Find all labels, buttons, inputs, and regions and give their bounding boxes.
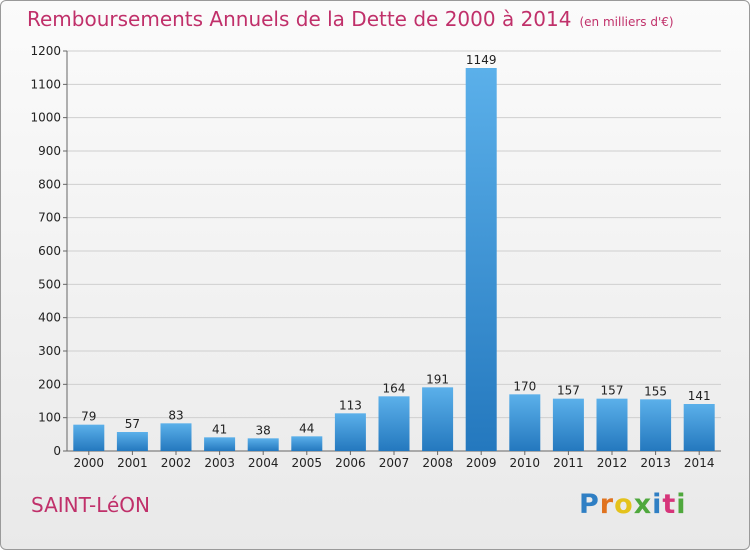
bar-2009: [465, 68, 497, 451]
x-tick-label: 2009: [466, 456, 497, 470]
x-tick-label: 2001: [117, 456, 148, 470]
bar-2002: [160, 423, 192, 451]
y-tick-label: 400: [38, 311, 61, 325]
x-tick-label: 2003: [204, 456, 235, 470]
y-tick-label: 800: [38, 177, 61, 191]
chart-title: Remboursements Annuels de la Dette de 20…: [27, 7, 674, 31]
y-tick-label: 1200: [30, 44, 61, 58]
bar-2006: [334, 413, 366, 451]
x-tick-label: 2002: [161, 456, 192, 470]
x-tick-label: 2006: [335, 456, 366, 470]
y-tick-label: 900: [38, 144, 61, 158]
bar-value-label: 57: [125, 417, 140, 431]
x-tick-label: 2013: [640, 456, 671, 470]
bar-value-label: 83: [168, 408, 183, 422]
y-tick-label: 1000: [30, 111, 61, 125]
x-tick-label: 2014: [684, 456, 715, 470]
bar-2003: [204, 437, 236, 451]
bar-2010: [509, 394, 541, 451]
bar-2008: [422, 387, 454, 451]
bar-2012: [596, 398, 628, 451]
bar-value-label: 191: [426, 372, 449, 386]
x-tick-label: 2012: [597, 456, 628, 470]
bar-2000: [73, 424, 105, 451]
y-tick-label: 1100: [30, 77, 61, 91]
bar-value-label: 164: [383, 381, 406, 395]
bar-2001: [116, 432, 148, 451]
bar-value-label: 141: [688, 389, 711, 403]
proxiti-logo: Proxiti: [579, 489, 687, 520]
bar-value-label: 38: [256, 423, 271, 437]
bar-2014: [683, 404, 715, 451]
bar-value-label: 79: [81, 410, 96, 424]
x-tick-label: 2008: [422, 456, 453, 470]
bar-value-label: 170: [513, 379, 536, 393]
bar-value-label: 44: [299, 421, 314, 435]
bar-2007: [378, 396, 410, 451]
y-tick-label: 300: [38, 344, 61, 358]
bar-2013: [640, 399, 672, 451]
bar-value-label: 1149: [466, 53, 497, 67]
y-tick-label: 0: [53, 444, 61, 458]
bar-2011: [552, 398, 584, 451]
bar-value-label: 157: [557, 384, 580, 398]
x-tick-label: 2011: [553, 456, 584, 470]
y-tick-label: 200: [38, 377, 61, 391]
x-tick-label: 2000: [74, 456, 105, 470]
bar-value-label: 157: [601, 384, 624, 398]
x-tick-label: 2007: [379, 456, 410, 470]
x-tick-label: 2005: [292, 456, 323, 470]
chart-unit-label: (en milliers d'€): [579, 15, 674, 29]
y-tick-label: 600: [38, 244, 61, 258]
bar-value-label: 155: [644, 384, 667, 398]
y-tick-label: 100: [38, 411, 61, 425]
bar-value-label: 113: [339, 398, 362, 412]
y-tick-label: 500: [38, 277, 61, 291]
bar-2005: [291, 436, 323, 451]
chart-title-text: Remboursements Annuels de la Dette de 20…: [27, 7, 572, 31]
bar-2004: [247, 438, 279, 451]
bar-value-label: 41: [212, 422, 227, 436]
y-tick-label: 700: [38, 211, 61, 225]
x-tick-label: 2010: [510, 456, 541, 470]
x-tick-label: 2004: [248, 456, 279, 470]
commune-name: SAINT-LéON: [31, 493, 151, 517]
